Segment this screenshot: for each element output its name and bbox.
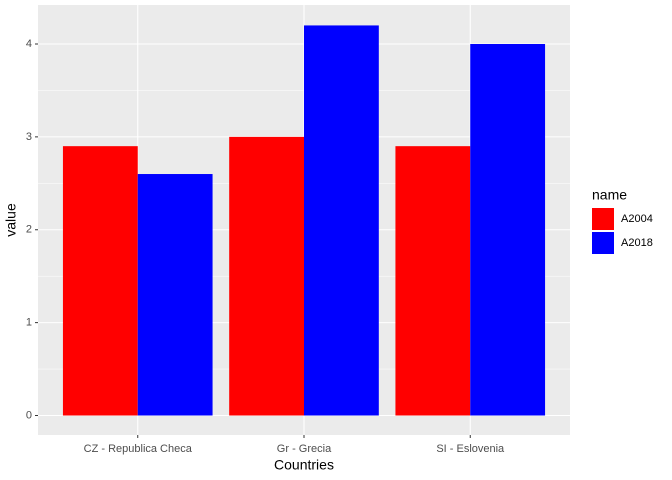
bar	[229, 136, 304, 416]
x-tick-label: CZ - Republica Checa	[84, 443, 193, 455]
y-tick-label: 4	[26, 38, 32, 50]
bar	[470, 44, 546, 416]
legend-key	[592, 208, 614, 230]
y-tick-label: 1	[26, 317, 32, 329]
x-axis-title: Countries	[274, 457, 334, 473]
bar	[304, 25, 379, 416]
y-axis-title: value	[3, 203, 19, 237]
y-tick-label: 3	[26, 131, 32, 143]
legend-label: A2018	[621, 237, 653, 249]
legend-label: A2004	[621, 213, 653, 225]
y-tick-label: 0	[26, 409, 32, 421]
legend-key	[592, 232, 614, 254]
legend-title: name	[592, 187, 627, 203]
bar	[137, 174, 213, 416]
x-tick-label: SI - Eslovenia	[436, 443, 505, 455]
x-tick-label: Gr - Grecia	[277, 443, 332, 455]
bar	[62, 146, 138, 416]
bar	[395, 146, 471, 416]
y-tick-label: 2	[26, 224, 32, 236]
